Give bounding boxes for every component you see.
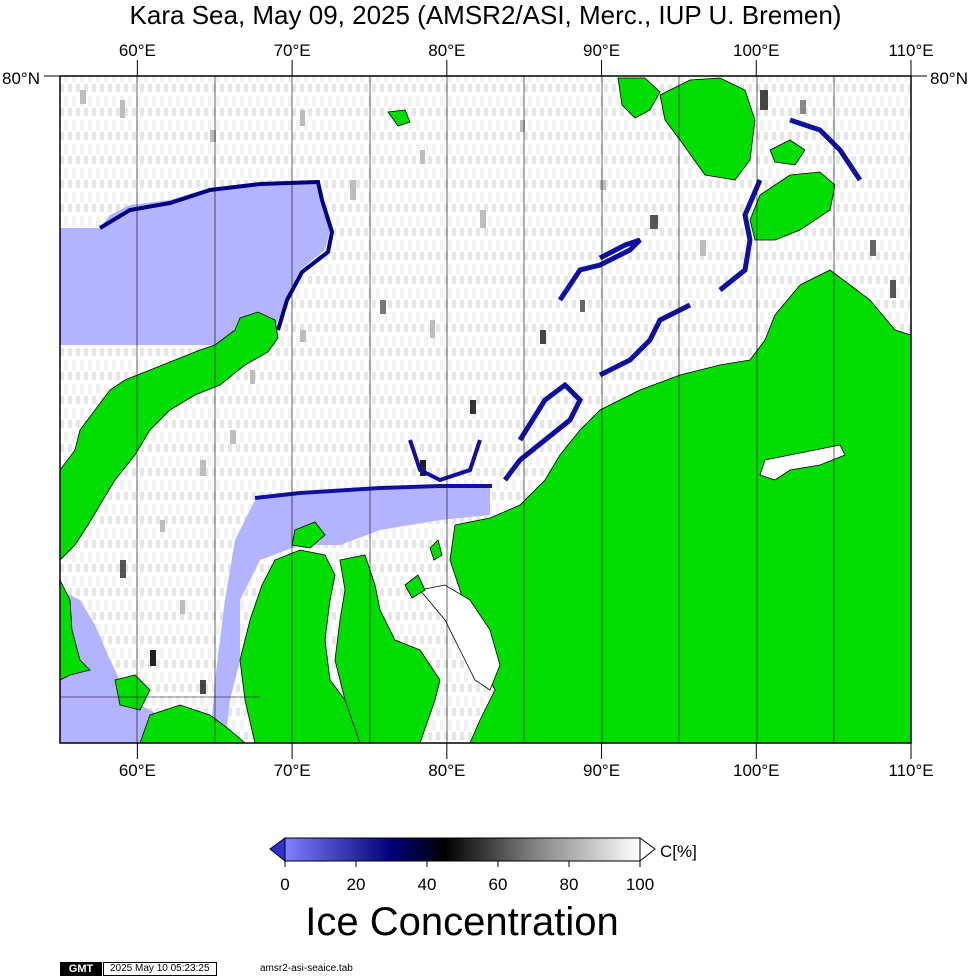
gydan-peninsula bbox=[334, 554, 441, 743]
lon-tick-label: 70°E bbox=[274, 761, 311, 780]
coastal-open-water bbox=[210, 488, 490, 743]
ice-edge bbox=[254, 484, 492, 500]
small-island bbox=[429, 539, 443, 561]
ice-edge bbox=[557, 237, 642, 302]
colorbar-tick-label: 80 bbox=[560, 875, 579, 894]
colorbar-tick-label: 0 bbox=[280, 875, 289, 894]
colorbar-under-arrow bbox=[269, 837, 286, 863]
barents-open-water bbox=[60, 180, 330, 345]
tick-labels: 60°E 60°E 70°E 70°E 80°E 80°E 90°E 90°E 100°E 100… bbox=[119, 41, 934, 780]
colorbar-ticks: 0 20 40 60 80 100 bbox=[280, 861, 654, 894]
map-area bbox=[60, 76, 911, 743]
ice-edge bbox=[598, 302, 692, 378]
lon-tick-label: 110°E bbox=[888, 761, 933, 780]
lon-tick-label: 110°E bbox=[888, 41, 933, 60]
novaya-zemlya-north bbox=[60, 311, 279, 561]
severnaya-zemlya-east bbox=[769, 139, 806, 166]
taymyr-lake bbox=[759, 444, 846, 481]
lon-tick-label: 90°E bbox=[583, 41, 620, 60]
lat-label-left: 80°N bbox=[2, 69, 40, 88]
colorbar-over-arrow bbox=[639, 837, 656, 863]
lon-tick-label: 100°E bbox=[733, 761, 780, 780]
southwest-open-water bbox=[60, 590, 240, 743]
filename: amsr2-asi-seaice.tab bbox=[260, 963, 353, 974]
colorbar-tick-label: 60 bbox=[489, 875, 508, 894]
colorbar-tick-label: 20 bbox=[347, 875, 366, 894]
colorbar-title: Ice Concentration bbox=[305, 900, 619, 944]
ice-edge bbox=[98, 179, 335, 331]
lon-tick-label: 100°E bbox=[733, 41, 780, 60]
small-island bbox=[387, 109, 411, 127]
colorbar: C[%] 0 20 40 60 80 100 bbox=[269, 837, 697, 894]
lon-tick-label: 80°E bbox=[428, 41, 465, 60]
lon-tick-label: 60°E bbox=[119, 761, 156, 780]
map-frame bbox=[59, 75, 912, 744]
colorbar-unit: C[%] bbox=[660, 842, 697, 861]
bely-island bbox=[291, 521, 326, 549]
lon-tick-label: 70°E bbox=[274, 41, 311, 60]
mainland-west bbox=[139, 704, 246, 743]
gmt-logo: GMT bbox=[60, 962, 102, 976]
lat-label-right: 80°N bbox=[930, 69, 968, 88]
ice-edge bbox=[718, 179, 763, 292]
colorbar-gradient bbox=[284, 837, 641, 862]
map-title: Kara Sea, May 09, 2025 (AMSR2/ASI, Merc.… bbox=[129, 0, 842, 30]
colorbar-tick-label: 40 bbox=[418, 875, 437, 894]
lon-tick-label: 60°E bbox=[119, 41, 156, 60]
lon-tick-label: 90°E bbox=[583, 761, 620, 780]
lon-tick-label: 80°E bbox=[428, 761, 465, 780]
yenisei-gulf bbox=[419, 584, 501, 691]
colorbar-tick-label: 100 bbox=[626, 875, 654, 894]
tick-marks bbox=[136, 60, 912, 759]
ice-edge bbox=[408, 439, 482, 483]
graticule bbox=[60, 76, 835, 743]
ice-texture bbox=[80, 90, 896, 694]
small-island bbox=[404, 574, 426, 599]
vaygach-island bbox=[114, 674, 151, 711]
severnaya-zemlya-middle bbox=[749, 171, 836, 241]
severnaya-zemlya-north bbox=[659, 77, 756, 181]
timestamp: 2025 May 10 05:23:25 bbox=[103, 962, 217, 976]
novaya-zemlya-south bbox=[60, 579, 91, 681]
ice-edge bbox=[789, 117, 863, 182]
severnaya-zemlya-west bbox=[617, 77, 661, 119]
